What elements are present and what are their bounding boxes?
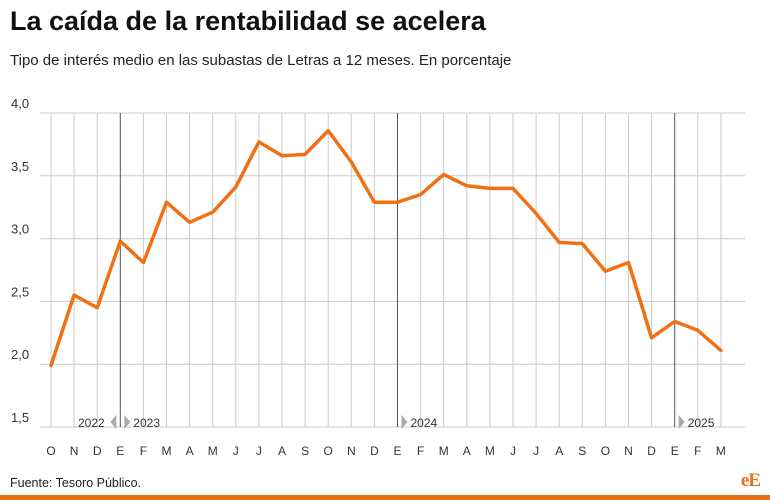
series-line xyxy=(49,128,723,368)
data-point xyxy=(304,153,306,156)
x-tick-label: M xyxy=(439,444,449,458)
x-tick-label: N xyxy=(624,444,633,458)
data-point xyxy=(489,187,491,190)
x-tick-label: M xyxy=(162,444,172,458)
data-point xyxy=(558,241,560,244)
data-point xyxy=(281,154,283,157)
year-marker-right xyxy=(678,415,685,429)
data-point xyxy=(466,185,468,187)
x-tick-label: F xyxy=(140,444,147,458)
y-tick-label: 4,0 xyxy=(11,96,29,111)
series-layer xyxy=(49,128,723,368)
grid-layer xyxy=(40,112,745,428)
year-label: 2025 xyxy=(688,416,715,430)
data-point xyxy=(235,186,237,188)
chart-subtitle: Tipo de interés medio en las subastas de… xyxy=(10,52,512,69)
data-point xyxy=(188,221,191,224)
x-tick-label: J xyxy=(256,444,262,458)
data-point xyxy=(119,240,122,242)
data-point xyxy=(442,173,445,176)
x-tick-label: D xyxy=(93,444,102,458)
x-tick-label: A xyxy=(278,444,286,458)
data-point xyxy=(697,329,699,332)
data-point xyxy=(535,212,537,215)
data-point xyxy=(396,201,399,203)
data-point xyxy=(581,242,584,245)
x-tick-label: J xyxy=(510,444,516,458)
x-tick-label: M xyxy=(485,444,495,458)
data-point xyxy=(142,261,145,264)
x-tick-label: S xyxy=(301,444,309,458)
x-tick-label: E xyxy=(393,444,401,458)
source-note: Fuente: Tesoro Público. xyxy=(10,476,142,490)
x-tick-label: M xyxy=(208,444,218,458)
data-point xyxy=(512,187,514,190)
x-tick-label: J xyxy=(533,444,539,458)
data-point xyxy=(627,261,630,264)
data-point xyxy=(50,364,52,367)
x-tick-label: N xyxy=(347,444,356,458)
year-marker-right xyxy=(124,415,131,429)
data-point xyxy=(258,141,260,143)
x-tick-label: S xyxy=(578,444,586,458)
chart-title: La caída de la rentabilidad se acelera xyxy=(10,6,486,36)
year-labels: 2022 2023 2024 2025 xyxy=(78,415,715,430)
x-tick-label: E xyxy=(116,444,124,458)
x-tick-label: J xyxy=(233,444,239,458)
data-point xyxy=(96,306,98,309)
x-tick-label: A xyxy=(555,444,563,458)
data-point xyxy=(327,129,330,132)
x-tick-label: D xyxy=(647,444,656,458)
year-label: 2024 xyxy=(411,416,438,430)
brand-logo: eE xyxy=(740,470,761,491)
data-point xyxy=(650,337,653,339)
year-marker-left xyxy=(110,415,117,429)
x-tick-label: O xyxy=(46,444,55,458)
data-point xyxy=(350,161,353,163)
year-label: 2023 xyxy=(133,416,160,430)
data-point xyxy=(720,349,722,352)
y-axis-ticks: 1,5 2,0 2,5 3,0 3,5 4,0 xyxy=(11,96,29,425)
x-tick-label: A xyxy=(186,444,194,458)
x-tick-label: F xyxy=(417,444,424,458)
data-point xyxy=(165,201,168,203)
y-tick-label: 3,5 xyxy=(11,159,29,174)
brand-bar xyxy=(0,495,770,500)
y-tick-label: 1,5 xyxy=(11,410,29,425)
x-tick-label: O xyxy=(601,444,610,458)
y-tick-label: 2,5 xyxy=(11,284,29,299)
data-point xyxy=(673,320,676,323)
data-point xyxy=(604,270,607,273)
data-point xyxy=(373,201,376,203)
y-tick-label: 3,0 xyxy=(11,222,29,237)
x-tick-label: F xyxy=(694,444,701,458)
x-tick-label: D xyxy=(370,444,379,458)
year-label: 2022 xyxy=(78,416,105,430)
x-tick-label: N xyxy=(70,444,79,458)
x-tick-label: E xyxy=(671,444,679,458)
data-point xyxy=(211,211,214,214)
x-tick-label: O xyxy=(324,444,333,458)
x-tick-label: M xyxy=(716,444,726,458)
x-tick-label: A xyxy=(463,444,471,458)
year-marker-right xyxy=(401,415,408,429)
y-tick-label: 2,0 xyxy=(11,347,29,362)
data-point xyxy=(419,193,422,196)
data-point xyxy=(73,294,75,296)
